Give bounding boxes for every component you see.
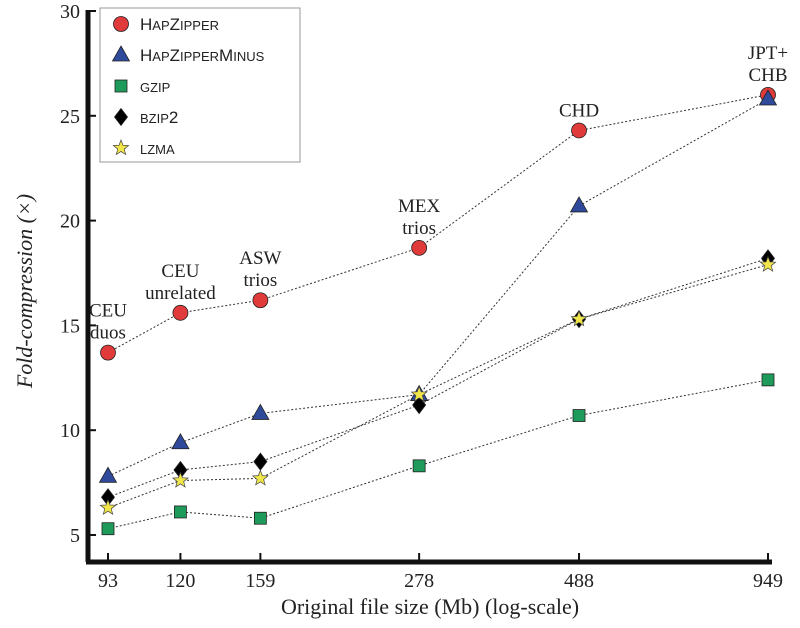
x-axis-title: Original file size (Mb) (log-scale) — [281, 594, 579, 619]
x-tick-label: 949 — [753, 570, 783, 592]
x-tick-label: 93 — [98, 570, 118, 592]
legend: HAPZIPPER HAPZIPPERMINUS GZIP BZIP2 LZMA — [99, 7, 301, 163]
x-tick-label: 278 — [404, 570, 434, 592]
data-point-hapzipper — [411, 239, 428, 256]
legend-label-hapzipper: HAPZIPPER — [140, 15, 219, 34]
legend-label-gzip: GZIP — [140, 80, 170, 95]
legend-label-bzip2: BZIP2 — [140, 108, 178, 127]
legend-marker-bzip2 — [113, 107, 129, 127]
x-tick-label: 488 — [564, 570, 594, 592]
point-annotation: CEU unrelated — [145, 261, 216, 304]
data-point-hapzipper — [172, 304, 189, 321]
data-point-lzma — [99, 498, 117, 516]
y-tick-label: 20 — [60, 211, 80, 233]
series-line-bzip2 — [107, 257, 769, 498]
y-tick-label: 25 — [60, 106, 80, 128]
point-annotation: JPT+ CHB — [748, 43, 788, 86]
data-point-lzma — [251, 469, 269, 486]
data-point-lzma — [410, 385, 428, 402]
data-point-hapzipper — [571, 122, 587, 139]
legend-marker-lzma — [112, 139, 130, 156]
legend-box — [99, 7, 301, 163]
legend-marker-hapzipperminus — [111, 45, 131, 62]
data-point-hapzipperminus — [171, 432, 190, 450]
data-point-hapzipper — [252, 292, 269, 309]
data-point-gzip — [412, 459, 426, 473]
data-point-lzma — [570, 310, 588, 327]
y-tick-label: 10 — [60, 420, 80, 442]
y-axis-title: Fold-compression (×) — [12, 194, 37, 389]
point-annotation: MEX trios — [398, 196, 441, 239]
data-point-hapzipperminus — [98, 466, 118, 483]
data-point-gzip — [174, 505, 187, 519]
data-point-hapzipperminus — [569, 196, 589, 213]
y-tick-label: 15 — [60, 315, 80, 337]
series-line-hapzipper — [107, 94, 769, 354]
legend-marker-hapzipper — [113, 16, 129, 32]
y-tick-label: 30 — [60, 1, 80, 23]
point-annotation: CHD — [559, 100, 599, 121]
data-point-hapzipperminus — [758, 89, 778, 106]
data-point-hapzipper — [100, 344, 116, 361]
axes — [85, 10, 772, 565]
data-point-bzip2 — [412, 395, 427, 415]
legend-label-lzma: LZMA — [140, 142, 175, 157]
series-line-lzma — [107, 264, 769, 509]
series-line-hapzipperminus — [107, 98, 769, 477]
data-point-bzip2 — [253, 452, 268, 471]
series-markers — [98, 86, 778, 536]
x-ticks: 93 120 159 278 488 949 — [98, 553, 783, 592]
data-point-gzip — [761, 373, 775, 387]
data-point-gzip — [253, 511, 267, 525]
legend-marker-gzip — [114, 79, 128, 93]
annotations: CEU duos CEU unrelated ASW trios MEX trios CHD JP… — [89, 43, 788, 344]
data-point-gzip — [101, 522, 115, 536]
series-line-gzip — [107, 379, 769, 530]
legend-label-hapzipperminus: HAPZIPPERMINUS — [140, 46, 265, 65]
series-lines — [107, 94, 769, 530]
point-annotation: ASW trios — [239, 248, 281, 291]
y-tick-label: 5 — [70, 525, 80, 547]
data-point-lzma — [171, 471, 189, 488]
x-tick-label: 159 — [245, 570, 275, 592]
x-tick-label: 120 — [165, 570, 195, 592]
data-point-gzip — [572, 409, 586, 422]
data-point-hapzipperminus — [251, 403, 270, 420]
y-ticks: 5 10 15 20 25 30 — [60, 1, 96, 547]
data-point-lzma — [759, 255, 777, 272]
point-annotation: CEU duos — [89, 301, 127, 344]
